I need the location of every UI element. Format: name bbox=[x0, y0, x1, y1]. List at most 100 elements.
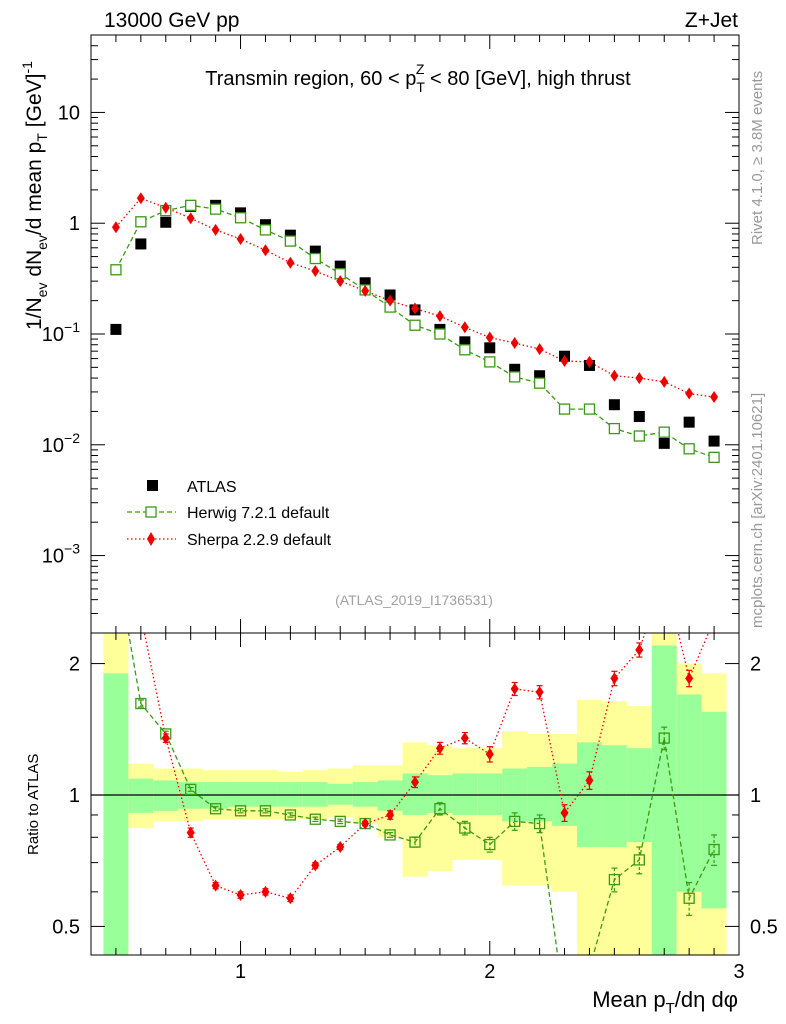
sherpa-point bbox=[411, 302, 419, 315]
sherpa-point bbox=[111, 221, 120, 234]
atlas-point bbox=[683, 416, 695, 428]
sherpa-point bbox=[336, 275, 345, 288]
legend-sherpa-marker bbox=[147, 532, 155, 546]
ratio-sherpa-point bbox=[261, 885, 270, 898]
sherpa-line bbox=[115, 197, 715, 398]
herwig-point bbox=[135, 216, 147, 228]
ratio-herwig-point bbox=[658, 732, 670, 744]
sherpa-point bbox=[635, 372, 644, 385]
header-right-label: Z+Jet bbox=[685, 9, 738, 32]
main-y-axis-label: 1/Nev dNev/d mean pT [GeV]-1 bbox=[19, 61, 50, 330]
ratio-y-tick-label: 2 bbox=[69, 654, 80, 676]
atlas-point bbox=[110, 323, 122, 335]
herwig-point bbox=[683, 443, 695, 455]
ratio-herwig-point bbox=[633, 854, 645, 866]
atlas-point bbox=[708, 435, 720, 447]
legend-atlas-label: ATLAS bbox=[187, 479, 237, 496]
herwig-point bbox=[533, 377, 546, 389]
ratio-stat-band bbox=[651, 645, 677, 955]
ratio-stat-band bbox=[153, 780, 179, 811]
atlas-point bbox=[484, 342, 496, 354]
x-tick-label: 1 bbox=[235, 961, 246, 983]
ratio-herwig-point bbox=[284, 809, 297, 821]
legend-sherpa-label: Sherpa 2.2.9 default bbox=[187, 532, 332, 549]
ratio-sherpa-point bbox=[535, 686, 544, 699]
ratio-axis-ticks: 0.5 0.5 1 1 2 2 1 2 3 bbox=[52, 633, 778, 983]
ratio-sherpa-point bbox=[112, 385, 120, 397]
main-y-tick-label: 10−1 bbox=[42, 319, 80, 346]
herwig-point bbox=[409, 319, 421, 331]
herwig-point bbox=[309, 252, 321, 265]
main-y-tick-label: 10−2 bbox=[42, 430, 80, 457]
atlas-point bbox=[459, 336, 471, 348]
sherpa-point bbox=[361, 284, 370, 297]
atlas-point bbox=[534, 370, 546, 382]
ratio-sherpa-point bbox=[635, 643, 644, 656]
sherpa-point bbox=[236, 233, 245, 246]
ratio-uncertainty-bands bbox=[103, 633, 727, 955]
main-y-tick-label: 1 bbox=[69, 213, 80, 235]
ratio-stat-band bbox=[676, 694, 702, 892]
sherpa-point bbox=[186, 212, 195, 225]
sherpa-point bbox=[161, 201, 170, 214]
ratio-y-tick-label: 0.5 bbox=[52, 916, 80, 938]
herwig-point bbox=[434, 328, 446, 340]
herwig-point bbox=[110, 264, 122, 276]
ratio-sherpa-point bbox=[585, 774, 594, 787]
ratio-herwig-point bbox=[135, 697, 147, 710]
sherpa-point bbox=[510, 336, 519, 349]
herwig-point bbox=[284, 235, 297, 247]
ratio-herwig-point bbox=[509, 815, 521, 828]
analysis-watermark: (ATLAS_2019_I1736531) bbox=[335, 592, 493, 608]
sherpa-point bbox=[585, 355, 594, 368]
ratio-herwig-point bbox=[334, 815, 346, 828]
ratio-sherpa-point bbox=[236, 889, 245, 902]
herwig-point bbox=[608, 422, 621, 435]
atlas-point bbox=[608, 399, 620, 411]
ratio-herwig-point bbox=[560, 1000, 570, 1010]
ratio-stat-band bbox=[452, 773, 478, 815]
ratio-herwig-point bbox=[584, 964, 594, 974]
ratio-sherpa-point bbox=[137, 609, 145, 621]
ratio-herwig-point bbox=[209, 803, 222, 815]
ratio-sherpa-point bbox=[710, 614, 718, 626]
ratio-panel: 0.5 0.5 1 1 2 2 1 2 3 Ratio to ATLAS Mean pT/dη … bbox=[25, 385, 778, 1017]
herwig-point bbox=[459, 344, 471, 356]
header-left-label: 13000 GeV pp bbox=[104, 9, 239, 32]
sherpa-point bbox=[136, 192, 145, 205]
main-panel: 10 1 10−1 10−2 10−3 Transmin region, 60 < pT… bbox=[19, 34, 740, 634]
ratio-sherpa-point bbox=[610, 672, 619, 685]
ratio-herwig-point bbox=[608, 873, 621, 886]
sherpa-point bbox=[261, 244, 270, 257]
herwig-point bbox=[708, 451, 720, 464]
ratio-series-layer bbox=[112, 385, 720, 1010]
ratio-herwig-point bbox=[484, 838, 496, 851]
sherpa-point bbox=[460, 321, 469, 334]
x-tick-label: 2 bbox=[484, 961, 495, 983]
ratio-sherpa-point bbox=[161, 732, 170, 745]
main-y-tick-label: 10 bbox=[58, 102, 80, 124]
atlas-point bbox=[135, 238, 147, 250]
x-axis-label: Mean pT/dη dφ bbox=[592, 987, 738, 1017]
ratio-sherpa-point bbox=[386, 808, 395, 821]
herwig-point bbox=[633, 430, 645, 442]
atlas-point bbox=[658, 437, 670, 449]
ratio-herwig-point bbox=[234, 805, 247, 817]
ratio-herwig-point bbox=[434, 803, 446, 815]
ratio-herwig-point bbox=[683, 892, 695, 904]
ratio-frame bbox=[90, 632, 740, 956]
ratio-sherpa-point bbox=[560, 806, 569, 819]
herwig-point bbox=[583, 403, 596, 415]
legend-herwig-marker bbox=[145, 506, 157, 518]
herwig-point bbox=[234, 212, 247, 224]
ratio-herwig-point bbox=[533, 817, 546, 830]
herwig-point bbox=[509, 371, 521, 383]
herwig-point bbox=[209, 203, 222, 215]
atlas-point bbox=[160, 216, 172, 228]
atlas-point bbox=[284, 229, 296, 241]
ratio-stat-band bbox=[327, 783, 353, 805]
sherpa-point bbox=[535, 343, 544, 356]
atlas-point bbox=[334, 260, 346, 272]
ratio-sherpa-point bbox=[361, 817, 370, 830]
